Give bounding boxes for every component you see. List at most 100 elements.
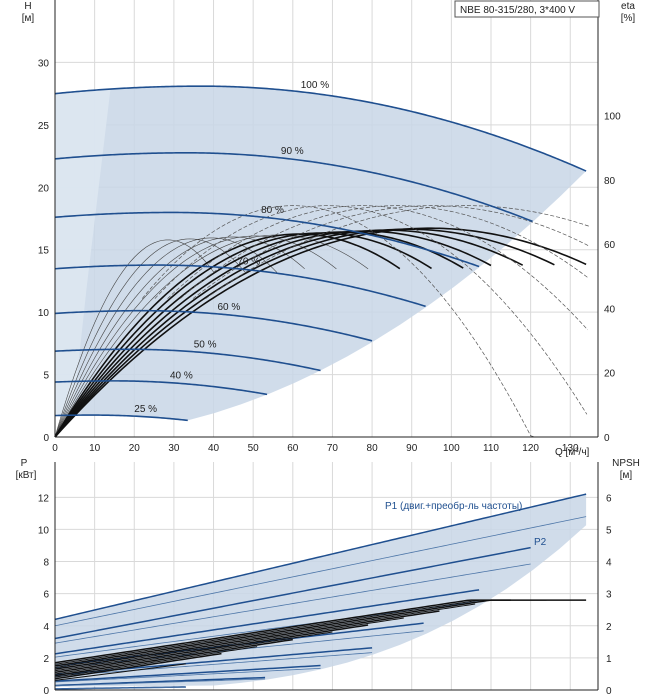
y-tick-label-left: 6 bbox=[43, 590, 49, 601]
x-tick-label: 110 bbox=[483, 443, 499, 454]
y-tick-label-left: 20 bbox=[38, 183, 50, 194]
y-tick-label-left: 0 bbox=[43, 686, 49, 697]
npsh-curve bbox=[54, 617, 404, 672]
head-axes bbox=[54, 0, 599, 438]
efficiency-dashed-curve bbox=[141, 205, 591, 438]
head-axis-label-h: H bbox=[24, 1, 31, 12]
power-axes bbox=[54, 462, 599, 691]
npsh-curve bbox=[54, 663, 186, 681]
y-tick-label-left: 10 bbox=[38, 308, 50, 319]
y-tick-label-right: 0 bbox=[604, 433, 610, 444]
npsh-curve bbox=[54, 599, 587, 664]
head-tick-labels: 0 10 20 30 40 50 60 70 80 90 100 110 120 130 0 5 10 15 20 2… bbox=[38, 58, 621, 454]
npsh-curves bbox=[54, 599, 587, 681]
y-tick-label-right: 40 bbox=[604, 304, 616, 315]
x-tick-label: 40 bbox=[208, 443, 220, 454]
y-tick-label-left: 10 bbox=[38, 525, 50, 536]
y-tick-label-left: 15 bbox=[38, 246, 50, 257]
title-box bbox=[454, 0, 600, 18]
efficiency-dashed-curve bbox=[167, 205, 588, 331]
speed-label: 25 % bbox=[134, 404, 157, 415]
p1-curve bbox=[54, 493, 587, 621]
x-tick-label: 20 bbox=[129, 443, 141, 454]
npsh-curve bbox=[54, 599, 547, 665]
y-tick-label-right: 100 bbox=[604, 112, 621, 123]
speed-curve bbox=[54, 264, 426, 308]
y-tick-label-left: 25 bbox=[38, 121, 50, 132]
p1-curve bbox=[54, 589, 480, 655]
efficiency-curve bbox=[54, 235, 337, 438]
y-tick-label-right: 3 bbox=[606, 590, 612, 601]
efficiency-dashed-curve bbox=[205, 205, 591, 299]
power-axis-label-p: P bbox=[21, 458, 28, 469]
flow-axis-label: Q [м³/ч] bbox=[555, 447, 590, 458]
p2-curve bbox=[54, 667, 321, 683]
y-tick-label-right: 4 bbox=[606, 558, 612, 569]
x-tick-label: 50 bbox=[248, 443, 260, 454]
efficiency-curve bbox=[54, 232, 432, 438]
p2-curve bbox=[54, 686, 186, 690]
x-tick-label: 80 bbox=[367, 443, 379, 454]
npsh-curve bbox=[54, 631, 333, 675]
y-tick-label-right: 60 bbox=[604, 240, 616, 251]
y-tick-label-right: 6 bbox=[606, 493, 612, 504]
npsh-axis-label: NPSH bbox=[612, 458, 640, 469]
npsh-curve bbox=[54, 638, 293, 677]
npsh-curve bbox=[54, 646, 258, 678]
efficiency-curve bbox=[54, 230, 492, 438]
npsh-curve bbox=[54, 610, 440, 670]
npsh-curve bbox=[54, 599, 511, 667]
p1-curve bbox=[54, 546, 531, 640]
x-tick-label: 30 bbox=[168, 443, 180, 454]
x-tick-label: 120 bbox=[522, 443, 539, 454]
speed-curve bbox=[54, 348, 321, 372]
speed-label: 90 % bbox=[281, 146, 304, 157]
y-tick-label-right: 20 bbox=[604, 369, 616, 380]
title-text: NBE 80-315/280, 3*400 V bbox=[460, 5, 575, 16]
power-operating-area bbox=[55, 494, 587, 687]
efficiency-curve bbox=[54, 234, 369, 438]
y-tick-label-right: 2 bbox=[606, 622, 612, 633]
x-tick-label: 90 bbox=[406, 443, 418, 454]
y-tick-label-left: 5 bbox=[43, 371, 49, 382]
speed-head-curves bbox=[54, 85, 587, 422]
efficiency-curve bbox=[54, 239, 214, 438]
speed-curve bbox=[54, 380, 268, 396]
x-tick-label: 60 bbox=[287, 443, 299, 454]
speed-label: 80 % bbox=[261, 205, 284, 216]
power-axis-label-unit: [кВт] bbox=[16, 470, 37, 481]
head-panel: 100 % 90 % 80 % 70 % 60 % 50 % 40 % 25 % 0 10 20 3… bbox=[38, 0, 621, 454]
efficiency-curve bbox=[54, 237, 278, 438]
efficiency-curve bbox=[54, 231, 464, 438]
p2-curve bbox=[54, 563, 531, 644]
speed-curve bbox=[54, 309, 373, 342]
npsh-curve bbox=[54, 624, 369, 674]
efficiency-curve bbox=[54, 228, 555, 438]
head-operating-area bbox=[55, 86, 587, 421]
speed-label: 50 % bbox=[194, 340, 217, 351]
speed-curve bbox=[54, 152, 533, 223]
npsh-curve bbox=[54, 652, 222, 680]
efficiency-dashed-curves bbox=[141, 205, 591, 438]
eta-axis-label-unit: [%] bbox=[621, 13, 636, 24]
eta-axis-label: eta bbox=[621, 1, 635, 12]
y-tick-label-left: 30 bbox=[38, 58, 50, 69]
x-tick-label: 130 bbox=[562, 443, 579, 454]
y-tick-label-right: 0 bbox=[606, 686, 612, 697]
p1-curve bbox=[54, 664, 321, 682]
x-tick-label: 0 bbox=[52, 443, 58, 454]
y-tick-label-left: 8 bbox=[43, 558, 49, 569]
npsh-axis-label-unit: [м] bbox=[620, 470, 633, 481]
x-tick-label: 70 bbox=[327, 443, 339, 454]
p2-curve bbox=[54, 516, 587, 627]
p1-curve bbox=[54, 676, 266, 687]
efficiency-curves bbox=[54, 227, 587, 438]
efficiency-dashed-curve bbox=[180, 205, 589, 299]
speed-labels: 100 % 90 % 80 % 70 % 60 % 50 % 40 % 25 % bbox=[134, 80, 329, 415]
speed-label: 70 % bbox=[237, 257, 260, 268]
y-tick-label-right: 80 bbox=[604, 176, 616, 187]
efficiency-curve bbox=[54, 229, 524, 438]
speed-label: 40 % bbox=[170, 371, 193, 382]
speed-curve bbox=[54, 85, 587, 172]
